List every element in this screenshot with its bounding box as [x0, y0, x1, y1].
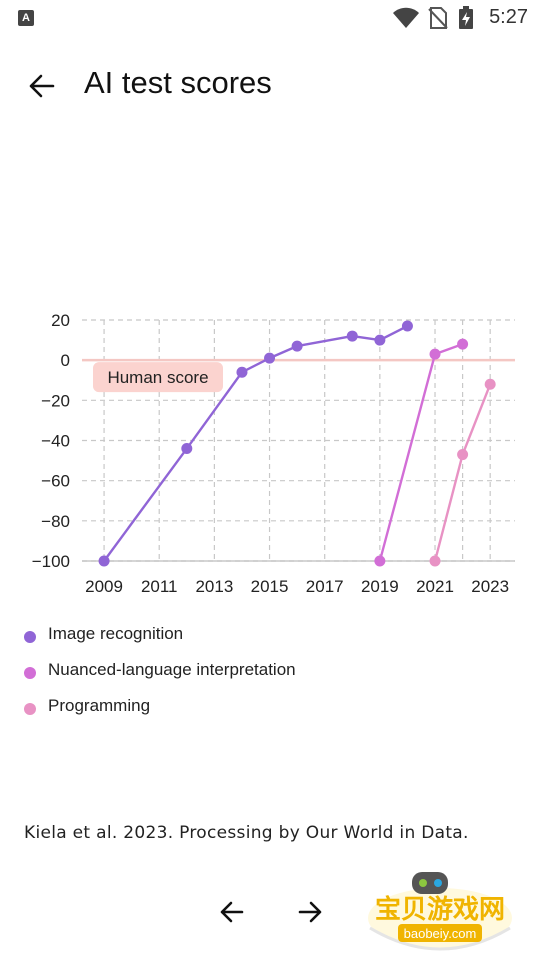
svg-text:baobeiy.com: baobeiy.com	[404, 926, 477, 941]
data-point	[457, 449, 469, 461]
legend-label: Image recognition	[48, 624, 184, 643]
x-tick-label: 2017	[306, 577, 344, 596]
no-sim-icon	[428, 7, 448, 29]
x-tick-label: 2021	[416, 577, 454, 596]
human-score-label: Human score	[107, 368, 208, 387]
y-tick-label: −80	[41, 512, 70, 531]
legend-marker	[24, 631, 36, 643]
legend-label: Programming	[48, 696, 151, 715]
series-line-1	[378, 342, 464, 562]
arrow-right-icon	[298, 901, 322, 923]
status-time: 5:27	[489, 6, 528, 28]
data-point	[457, 338, 469, 350]
data-point	[374, 555, 386, 567]
series-group	[98, 320, 496, 567]
data-point	[98, 555, 110, 567]
y-tick-label: 0	[61, 351, 70, 370]
source-credit: Kiela et al. 2023. Processing by Our Wor…	[24, 823, 469, 843]
status-bar: A 5:27	[0, 0, 540, 36]
wifi-icon	[393, 7, 419, 28]
legend-marker	[24, 703, 36, 715]
data-point	[346, 330, 358, 342]
chart-grid	[82, 319, 515, 562]
x-tick-label: 2009	[85, 577, 123, 596]
y-tick-label: −20	[41, 391, 70, 410]
data-point	[181, 443, 193, 455]
app-notification-icon: A	[18, 10, 34, 26]
x-tick-label: 2015	[251, 577, 289, 596]
data-point	[401, 320, 413, 332]
next-button[interactable]	[290, 892, 330, 932]
x-tick-label: 2013	[195, 577, 233, 596]
data-point	[484, 378, 496, 390]
arrow-left-icon	[29, 74, 55, 98]
y-tick-label: −40	[41, 432, 70, 451]
data-point	[429, 555, 441, 567]
back-button[interactable]	[20, 64, 64, 108]
toolbar: AI test scores	[0, 56, 540, 112]
arrow-left-icon	[220, 901, 244, 923]
x-tick-label: 2011	[141, 577, 178, 596]
svg-text:宝贝游戏网: 宝贝游戏网	[375, 894, 505, 925]
data-point	[374, 334, 386, 346]
y-tick-label: −100	[32, 552, 70, 571]
y-tick-label: −60	[41, 472, 70, 491]
battery-charging-icon	[459, 6, 473, 29]
data-point	[429, 348, 441, 360]
legend-label: Nuanced-language interpretation	[48, 660, 296, 679]
previous-button[interactable]	[212, 892, 252, 932]
watermark-logo: 宝贝游戏网 baobeiy.com	[368, 872, 512, 951]
x-tick-label: 2019	[361, 577, 399, 596]
data-point	[236, 366, 248, 378]
human-score-label-box	[93, 362, 223, 393]
page-title: AI test scores	[84, 65, 272, 100]
legend-marker	[24, 667, 36, 679]
data-point	[291, 340, 303, 352]
axis-labels: 20 0 −20 −40 −60 −80 −100 2009 2011 2013 2015 2017 2…	[32, 311, 509, 596]
reference-line-group: Human score	[82, 358, 515, 393]
x-tick-label: 2023	[471, 577, 509, 596]
data-point	[264, 352, 276, 364]
y-tick-label: 20	[51, 311, 70, 330]
